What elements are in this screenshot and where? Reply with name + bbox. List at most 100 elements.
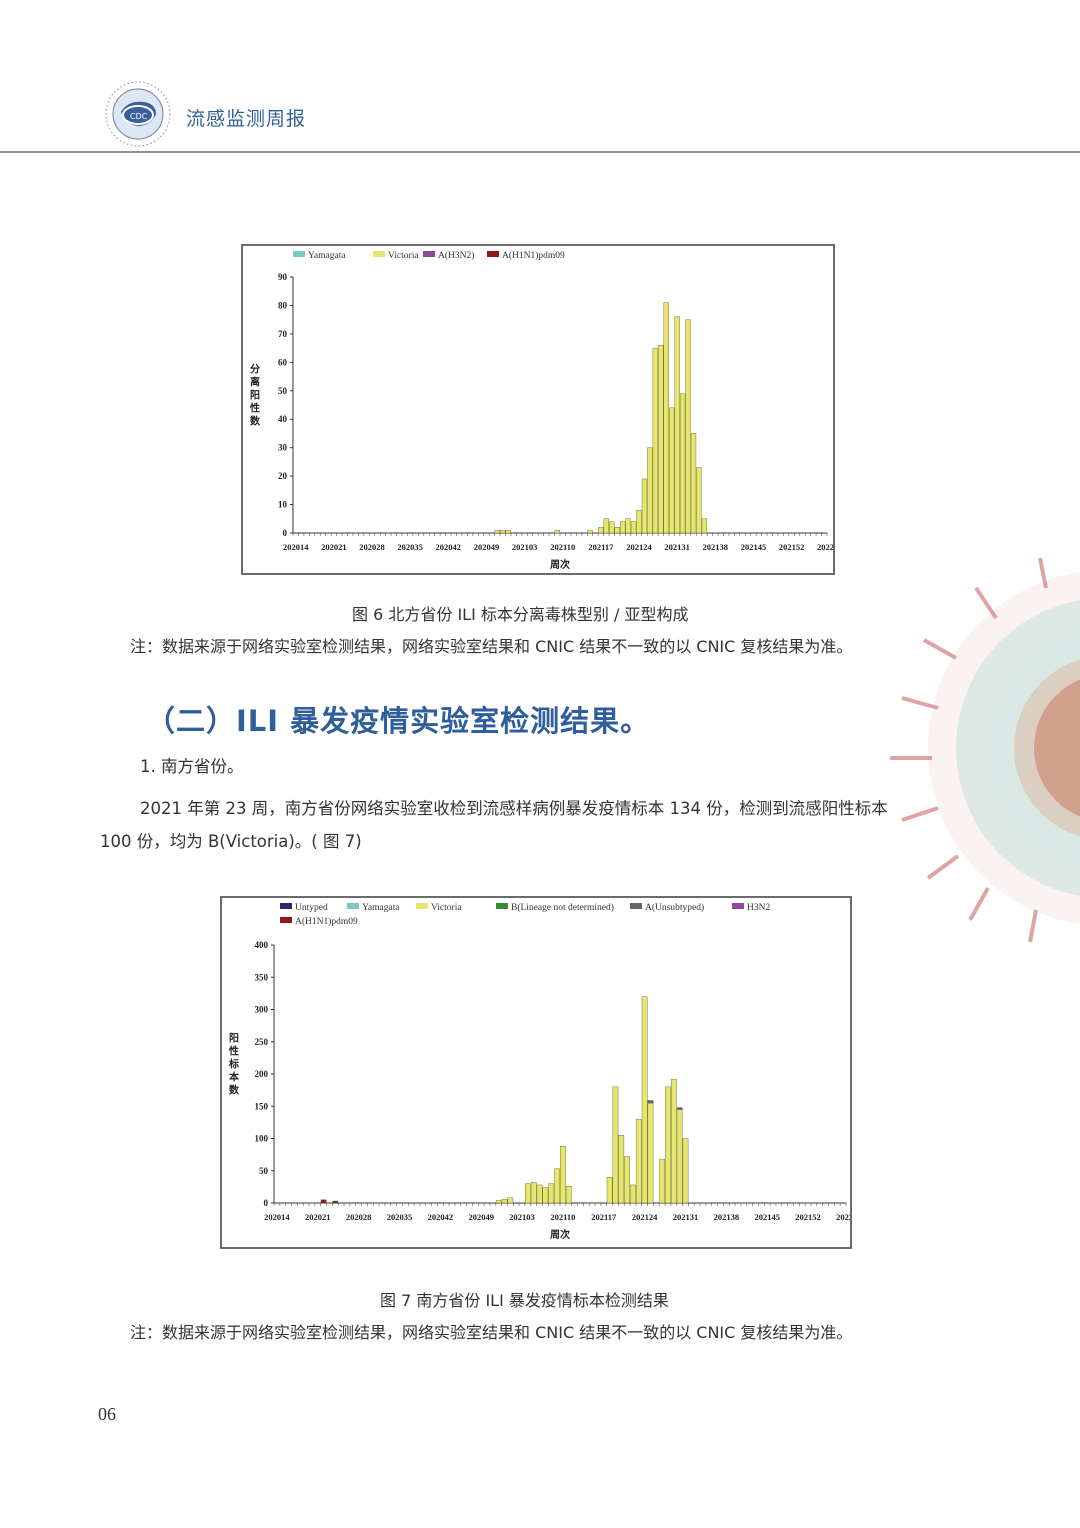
chart7-legend-label: B(Lineage not determined) (511, 902, 614, 913)
chart7-legend-swatch (496, 903, 508, 909)
chart6-bar (685, 319, 691, 534)
chart6-y-tick-label: 50 (278, 386, 288, 396)
chart7-x-axis-title: 周次 (550, 1228, 570, 1241)
chart7-legend-swatch (347, 903, 359, 909)
chart6-bar (647, 447, 653, 534)
cdc-logo: CDC (105, 81, 171, 147)
chart7-bar (542, 1187, 549, 1204)
chart7-x-tick-label: 202124 (632, 1212, 658, 1222)
chart7-bar (635, 1118, 642, 1204)
chart6-x-tick-label: 202131 (664, 542, 690, 552)
chart7-legend-label: Yamagata (362, 903, 400, 913)
chart6-bar (663, 302, 669, 534)
chart7-bar (676, 1107, 683, 1110)
chart6-bar (696, 467, 702, 534)
chart7-bar (548, 1183, 555, 1204)
chart6-x-tick-label: 202117 (588, 542, 614, 552)
chart7-x-tick-label: 202152 (795, 1212, 821, 1222)
chart7-x-tick-label: 202042 (428, 1212, 454, 1222)
chart7-bar (507, 1197, 514, 1204)
chart7-bar (554, 1168, 560, 1204)
chart6-legend-swatch (423, 251, 435, 257)
chart7-bar (659, 1158, 665, 1204)
chart6-y-axis-title: 离 (250, 376, 260, 389)
chart6-y-tick-label: 30 (278, 443, 288, 453)
chart6-x-tick-label: 202021 (321, 542, 347, 552)
chart6-y-tick-label: 60 (278, 357, 288, 367)
chart7-x-tick-label: 202145 (754, 1212, 780, 1222)
chart6-bar (500, 529, 506, 534)
chart7-legend-label: Victoria (431, 903, 462, 913)
chart7-bar (565, 1186, 572, 1204)
chart6-y-tick-label: 10 (278, 500, 288, 510)
chart7-y-axis-title: 数 (229, 1084, 240, 1097)
virus-illustration (890, 557, 1080, 943)
chart6-bar (625, 518, 631, 534)
chart7-legend-swatch (732, 903, 744, 909)
chart6-x-tick-label: 202103 (512, 542, 538, 552)
chart7-bar (682, 1138, 689, 1204)
chart6-x-tick-label: 202124 (626, 542, 652, 552)
chart6-x-tick-label: 202152 (779, 542, 805, 552)
chart6-legend-label: Yamagata (308, 251, 346, 261)
figure6-svg: Yamagata Victoria A(H3N2) A(H1N1)pdm09 0 10 20… (249, 250, 833, 571)
chart7-bar (606, 1177, 613, 1204)
chart6-x-tick-label: 202049 (474, 542, 500, 552)
chart7-y-axis-title: 性 (228, 1045, 239, 1058)
chart6-bar (620, 521, 626, 534)
subsection-heading: 1. 南方省份。 (140, 757, 244, 776)
chart6-bar (614, 527, 620, 534)
chart7-y-axis-title: 阳 (229, 1033, 239, 1045)
chart7-x-tick-label: 202049 (468, 1212, 494, 1222)
chart7-bar (536, 1184, 543, 1204)
chart6-y-tick-label: 20 (278, 471, 288, 481)
chart6-legend-label: A(H1N1)pdm09 (502, 250, 565, 261)
chart7-bar (670, 1078, 677, 1204)
chart7-x-tick-label: 202207 (836, 1212, 850, 1222)
chart6-y-tick-label: 40 (278, 414, 288, 424)
chart7-legend-label: A(H1N1)pdm09 (295, 916, 358, 927)
chart7-bar (665, 1086, 671, 1204)
chart6-legend-label: A(H3N2) (438, 250, 474, 261)
chart7-y-tick-label: 250 (255, 1037, 269, 1047)
chart7-bar (530, 1182, 537, 1204)
figure7-svg: Untyped Yamagata Victoria B(Lineage not det… (228, 902, 850, 1241)
chart7-x-tick-label: 202131 (673, 1212, 699, 1222)
chart6-y-tick-label: 80 (278, 300, 288, 310)
section-heading: （二）ILI 暴发疫情实验室检测结果。 (146, 704, 651, 738)
chart7-bar (647, 1100, 654, 1104)
page-number: 06 (98, 1404, 116, 1424)
chart7-y-tick-label: 400 (255, 940, 269, 950)
chart6-bar (587, 529, 593, 534)
chart7-x-tick-label: 202117 (591, 1212, 617, 1222)
chart6-x-tick-label: 202028 (359, 542, 385, 552)
chart6-bar (505, 529, 511, 534)
chart6-bar (669, 407, 675, 534)
chart6-legend-swatch (487, 251, 499, 257)
chart6-x-tick-label: 202207 (817, 542, 833, 552)
chart6-bar (652, 347, 659, 534)
chart7-y-tick-label: 350 (255, 972, 269, 982)
chart6-x-tick-label: 202035 (397, 542, 423, 552)
header-divider (0, 151, 1080, 153)
figure6-caption: 图 6 北方省份 ILI 标本分离毒株型别 / 亚型构成 (352, 605, 689, 624)
chart7-legend-label: A(Unsubtyped) (645, 902, 704, 913)
figure7-caption: 图 7 南方省份 ILI 暴发疫情标本检测结果 (380, 1291, 669, 1310)
chart7-bar (525, 1183, 531, 1204)
chart7-bar (501, 1198, 508, 1204)
chart6-bar (494, 529, 500, 534)
chart6-legend-swatch (293, 251, 305, 257)
chart7-legend-label: Untyped (295, 903, 328, 913)
figure6-chart: Yamagata Victoria A(H3N2) A(H1N1)pdm09 0 10 20… (241, 244, 835, 575)
chart7-x-tick-label: 202014 (264, 1212, 290, 1222)
chart6-bar (679, 393, 686, 534)
chart6-legend-label: Victoria (388, 251, 419, 261)
chart6-y-axis-title: 阳 (250, 390, 260, 402)
chart6-bar (603, 518, 609, 534)
chart6-bar (641, 478, 648, 534)
svg-text:CDC: CDC (130, 112, 148, 121)
chart7-bar (320, 1199, 327, 1204)
chart7-y-axis-title: 标 (228, 1058, 239, 1071)
chart7-y-axis-title: 本 (229, 1071, 240, 1084)
chart7-y-tick-label: 0 (264, 1198, 269, 1208)
